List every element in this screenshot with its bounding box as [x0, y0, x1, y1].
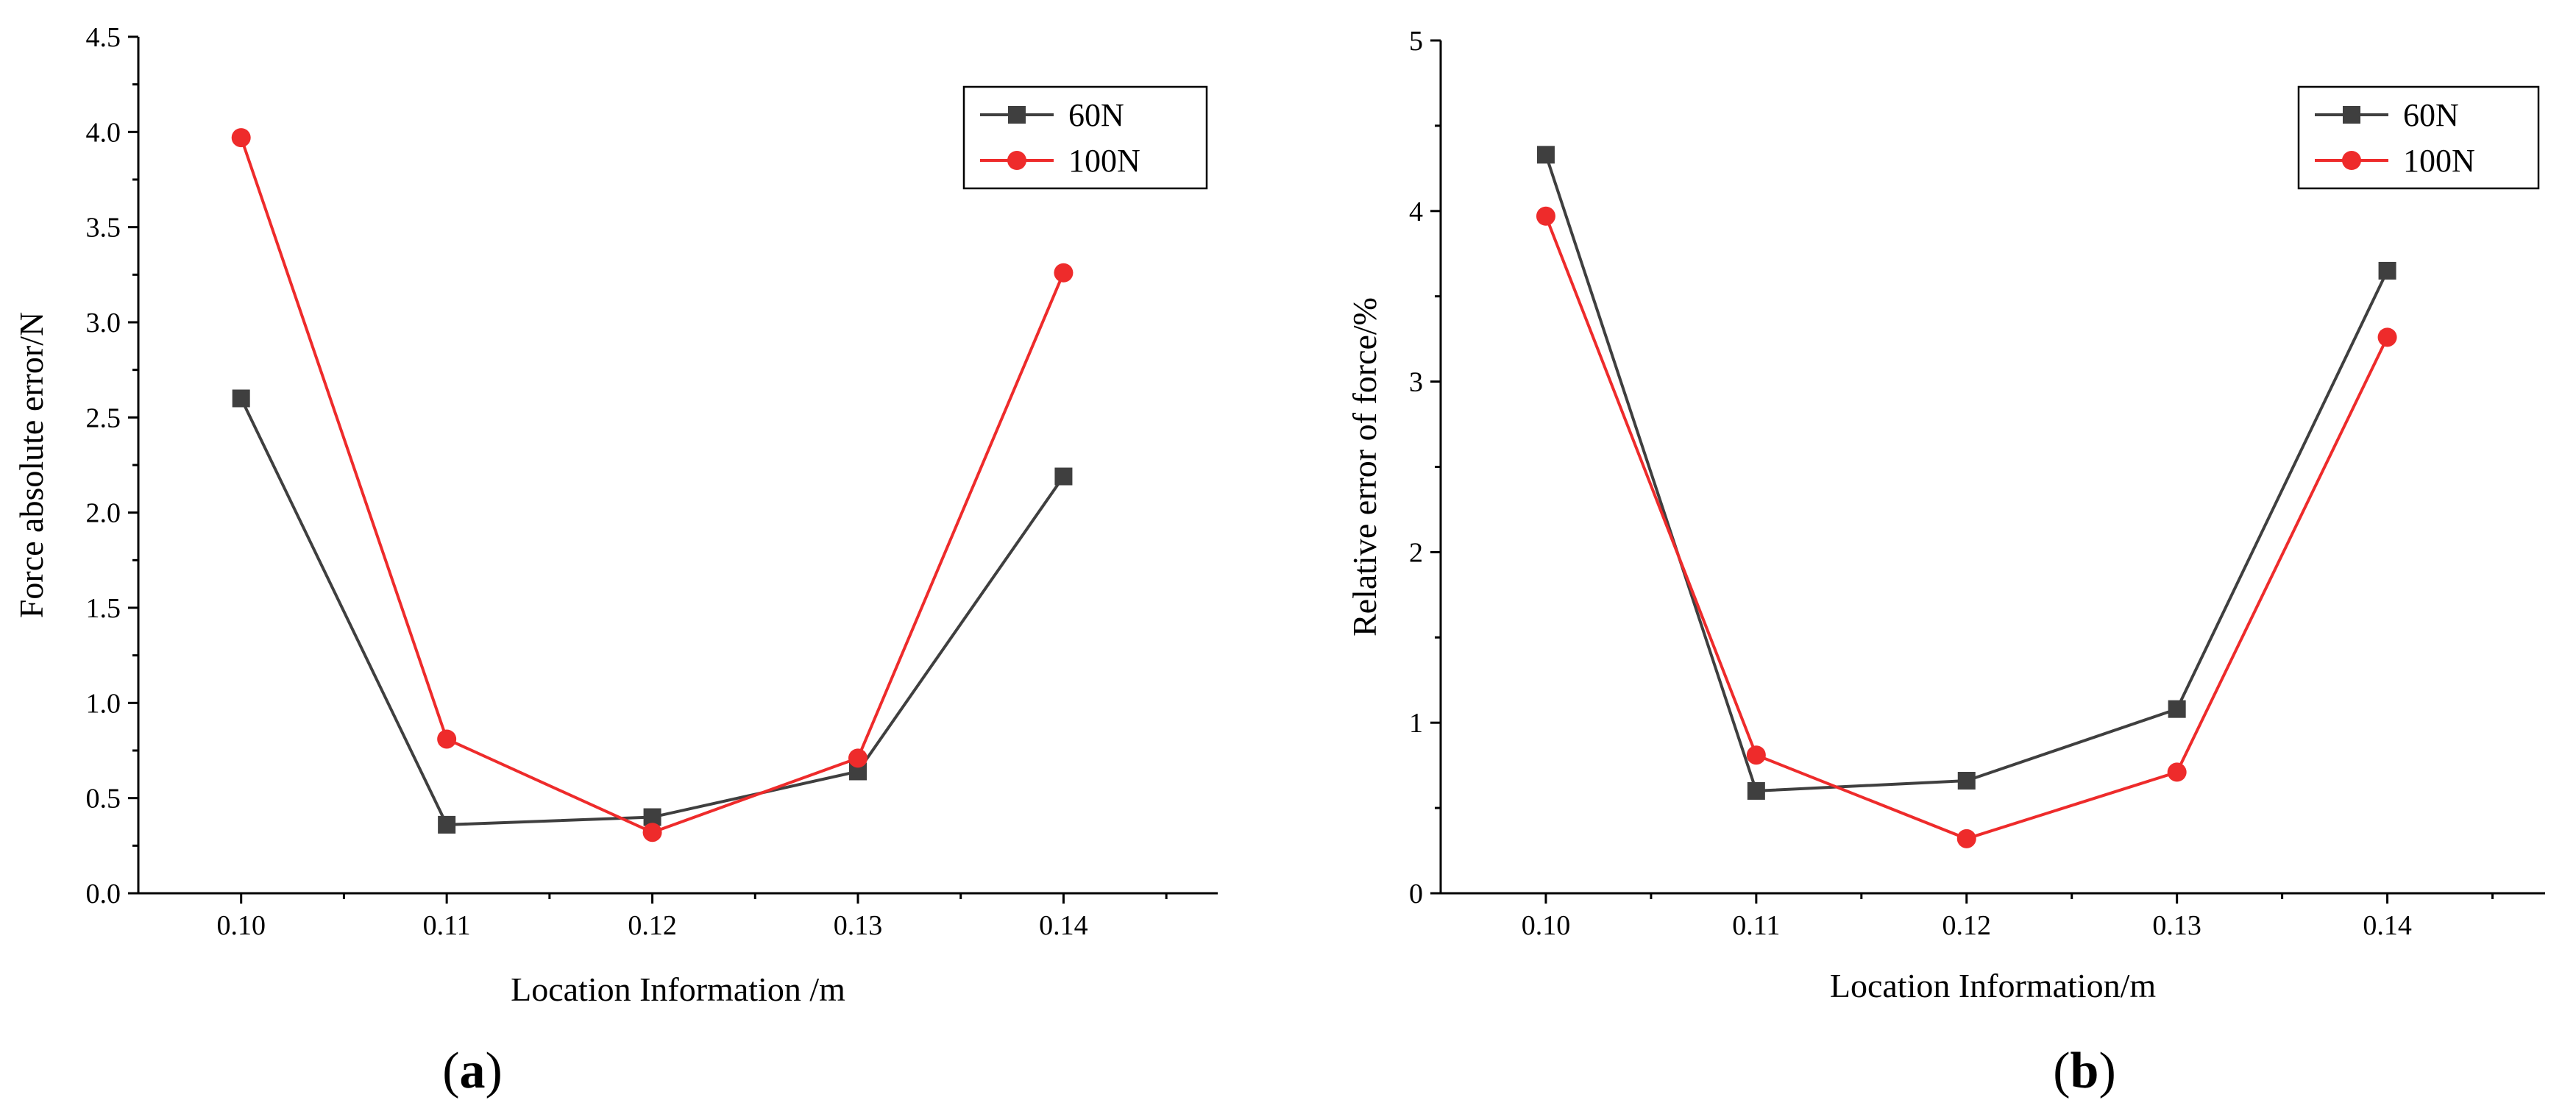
series-line: [239, 137, 1065, 834]
y-tick-label: 4: [1409, 196, 1423, 227]
data-point: [2377, 327, 2397, 347]
y-tick-label: 5: [1409, 26, 1423, 57]
data-point: [2378, 261, 2396, 280]
x-tick-label: 0.12: [628, 910, 677, 941]
x-tick-label: 0.14: [1039, 910, 1088, 941]
y-tick-label: 0.5: [86, 784, 121, 815]
x-axis-title: Location Information /m: [511, 971, 845, 1008]
panel-caption: (b): [2053, 1043, 2116, 1099]
y-tick-label: 2.5: [86, 402, 121, 433]
data-point: [1957, 772, 1976, 790]
legend-swatch-marker: [1008, 106, 1026, 124]
data-point: [642, 823, 662, 842]
data-point: [1054, 467, 1073, 486]
x-tick-label: 0.11: [423, 910, 471, 941]
data-point: [437, 729, 457, 749]
panel-caption-letter: b: [2071, 1043, 2099, 1099]
data-point: [2168, 700, 2186, 718]
legend-label: 60N: [2403, 97, 2459, 133]
y-axis-title: Force absolute error/N: [13, 312, 50, 618]
chart-panel-b: 0 1 2 3 4 5 0.10 0.11 0.12 0.13 0.14 Location Infor…: [1346, 26, 2545, 1099]
x-tick-label: 0.10: [216, 910, 266, 941]
series-100N: [1536, 206, 2397, 848]
data-point: [232, 389, 250, 408]
x-tick-label: 0.13: [834, 910, 883, 941]
x-axis-title: Location Information/m: [1830, 967, 2156, 1004]
y-tick-label: 2: [1409, 537, 1423, 568]
chart-panel-a: 0.0 0.5 1.0 1.5 2.0 2.5 3.0 3.5 4.0 4.5 0.10 0.11 0.…: [13, 22, 1218, 1099]
y-tick-label: 3: [1409, 367, 1423, 398]
x-tick-label: 0.12: [1942, 910, 1992, 941]
data-point: [848, 748, 867, 768]
legend-box: [2297, 85, 2540, 190]
x-tick-label: 0.11: [1732, 910, 1780, 941]
y-tick-label: 3.5: [86, 213, 121, 244]
x-tick-label: 0.13: [2152, 910, 2201, 941]
series-60N: [232, 389, 1073, 834]
data-point: [1956, 829, 1976, 848]
y-tick-label: 1.0: [86, 688, 121, 719]
y-tick-label: 2.0: [86, 498, 121, 529]
legend: 60N 100N: [2297, 85, 2540, 190]
y-tick-label: 3.0: [86, 308, 121, 338]
panel-caption-letter: a: [460, 1043, 486, 1099]
legend-swatch-marker: [2343, 106, 2360, 124]
y-tick-label: 4.5: [86, 22, 121, 53]
panel-caption: (a): [442, 1043, 503, 1099]
y-tick-label: 1.5: [86, 593, 121, 624]
series-line: [1544, 216, 2389, 840]
data-point: [1536, 206, 1555, 226]
legend-label: 100N: [2403, 143, 2475, 179]
legend-label: 100N: [1068, 143, 1140, 179]
data-point: [1746, 745, 1766, 765]
data-point: [2167, 762, 2187, 782]
legend-swatch-marker: [2342, 151, 2361, 170]
data-point: [1054, 263, 1074, 283]
x-tick-label: 0.14: [2363, 910, 2412, 941]
y-tick-label: 0.0: [86, 879, 121, 909]
series-line: [1544, 154, 2389, 792]
legend-swatch-marker: [1007, 151, 1026, 170]
y-axis-title: Relative error of force/%: [1346, 297, 1383, 636]
series-60N: [1536, 146, 2396, 800]
legend-box: [962, 85, 1208, 190]
data-point: [231, 128, 251, 148]
y-tick-label: 0: [1409, 879, 1423, 909]
data-point: [1536, 146, 1555, 164]
x-tick-label: 0.10: [1522, 910, 1571, 941]
legend: 60N 100N: [962, 85, 1208, 190]
y-tick-label: 1: [1409, 708, 1423, 739]
data-point: [1747, 781, 1765, 800]
y-tick-label: 4.0: [86, 117, 121, 148]
legend-label: 60N: [1068, 97, 1124, 133]
data-point: [438, 815, 456, 834]
series-line: [239, 397, 1065, 826]
series-100N: [231, 128, 1074, 842]
